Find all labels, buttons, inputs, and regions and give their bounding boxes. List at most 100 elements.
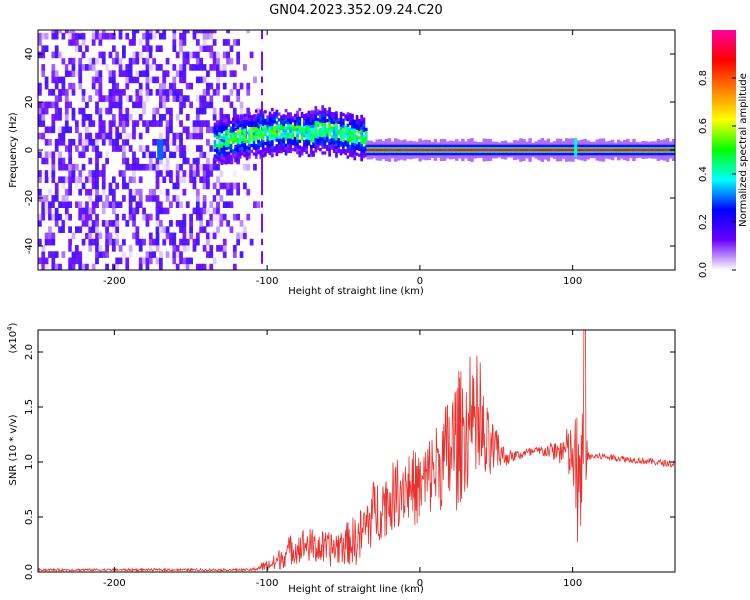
heatmap-cell xyxy=(226,95,230,102)
heatmap-cell xyxy=(101,207,106,215)
heatmap-cell xyxy=(185,30,190,34)
heatmap-cell xyxy=(321,151,325,155)
heatmap-cell xyxy=(249,238,254,246)
heatmap-cell xyxy=(252,140,256,145)
heatmap-cell xyxy=(212,182,217,190)
heatmap-cell xyxy=(71,64,76,71)
y-tick-label: 0 xyxy=(24,147,35,153)
heatmap-cell xyxy=(145,45,150,52)
heatmap-cell xyxy=(51,114,56,121)
heatmap-cell xyxy=(125,120,130,127)
heatmap-cell xyxy=(162,226,167,233)
heatmap-cell xyxy=(142,45,146,52)
heatmap-cell xyxy=(175,89,180,96)
heatmap-cell xyxy=(111,101,116,109)
heatmap-cell xyxy=(169,151,173,159)
heatmap-cell xyxy=(189,220,193,227)
heatmap-cell xyxy=(169,89,173,96)
heatmap-cell xyxy=(296,113,299,117)
heatmap-cell xyxy=(78,138,83,146)
heatmap-cell xyxy=(51,232,56,240)
heatmap-cell xyxy=(234,118,237,123)
heatmap-cell xyxy=(74,120,79,127)
x-tick-label: 0 xyxy=(417,578,423,589)
heatmap-cell xyxy=(234,139,237,143)
heatmap-cell xyxy=(579,148,583,152)
heatmap-cell xyxy=(243,136,247,141)
heatmap-cell xyxy=(360,155,364,159)
heatmap-cell xyxy=(252,152,256,156)
heatmap-cell xyxy=(341,118,345,122)
heatmap-cell xyxy=(305,118,309,123)
heatmap-cell xyxy=(556,148,560,152)
heatmap-cell xyxy=(54,114,59,121)
heatmap-cell xyxy=(238,138,242,142)
heatmap-cell xyxy=(215,129,219,133)
heatmap-cell xyxy=(226,114,230,121)
heatmap-cell xyxy=(348,147,352,152)
heatmap-cell xyxy=(98,76,103,84)
heatmap-cell xyxy=(138,114,143,121)
heatmap-cell xyxy=(268,140,272,144)
x-tick-label: 100 xyxy=(563,276,582,287)
heatmap-cell xyxy=(81,163,86,171)
heatmap-cell xyxy=(115,213,120,221)
heatmap-cells xyxy=(38,30,675,270)
heatmap-cell xyxy=(586,148,590,152)
heatmap-cell xyxy=(74,226,79,233)
heatmap-cell xyxy=(138,132,143,140)
heatmap-cell xyxy=(314,126,318,130)
heatmap-cell xyxy=(604,148,608,152)
heatmap-cell xyxy=(250,120,254,125)
heatmap-cell xyxy=(135,95,140,102)
heatmap-cell xyxy=(115,89,120,96)
heatmap-cell xyxy=(111,226,116,233)
heatmap-cell xyxy=(85,263,89,270)
heatmap-cell xyxy=(135,76,140,84)
heatmap-cell xyxy=(328,147,331,151)
heatmap-cell xyxy=(268,117,272,121)
spectrogram-xlabel: Height of straight line (km) xyxy=(288,286,424,297)
heatmap-cell xyxy=(111,195,116,202)
heatmap-cell xyxy=(478,148,482,152)
heatmap-cell xyxy=(270,131,274,135)
heatmap-cell xyxy=(226,201,230,208)
heatmap-cell xyxy=(58,138,62,146)
heatmap-cell xyxy=(270,151,274,155)
heatmap-cell xyxy=(54,101,59,109)
heatmap-cell xyxy=(227,160,231,164)
heatmap-cell xyxy=(220,135,224,140)
heatmap-cell xyxy=(248,140,251,145)
heatmap-cell xyxy=(261,182,264,189)
heatmap-cell xyxy=(239,251,244,258)
heatmap-cell xyxy=(202,32,207,40)
heatmap-cell xyxy=(111,70,116,77)
heatmap-cell xyxy=(325,144,329,149)
heatmap-cell xyxy=(81,263,86,270)
heatmap-cell xyxy=(54,76,59,84)
heatmap-cell xyxy=(222,182,227,190)
heatmap-cell xyxy=(71,263,76,270)
heatmap-cell xyxy=(270,116,274,120)
heatmap-cell xyxy=(243,131,247,135)
heatmap-cell xyxy=(182,157,187,165)
heatmap-cell xyxy=(71,251,76,258)
heatmap-cell xyxy=(325,130,329,134)
x-tick-label: -200 xyxy=(103,276,126,287)
heatmap-cell xyxy=(138,263,143,270)
heatmap-cell xyxy=(195,132,200,140)
heatmap-cell xyxy=(78,32,83,40)
heatmap-cell xyxy=(189,232,193,240)
heatmap-cell xyxy=(182,76,187,84)
heatmap-cell xyxy=(307,153,311,158)
heatmap-cell xyxy=(81,114,86,121)
heatmap-cell xyxy=(111,207,116,215)
heatmap-cell xyxy=(453,148,457,152)
heatmap-cell xyxy=(328,141,331,146)
heatmap-cell xyxy=(88,114,93,121)
heatmap-cell xyxy=(300,152,304,156)
heatmap-cell xyxy=(261,136,265,141)
colorbar-tick-label: 0.6 xyxy=(698,118,709,134)
heatmap-cell xyxy=(182,126,187,134)
heatmap-cell xyxy=(547,148,551,152)
